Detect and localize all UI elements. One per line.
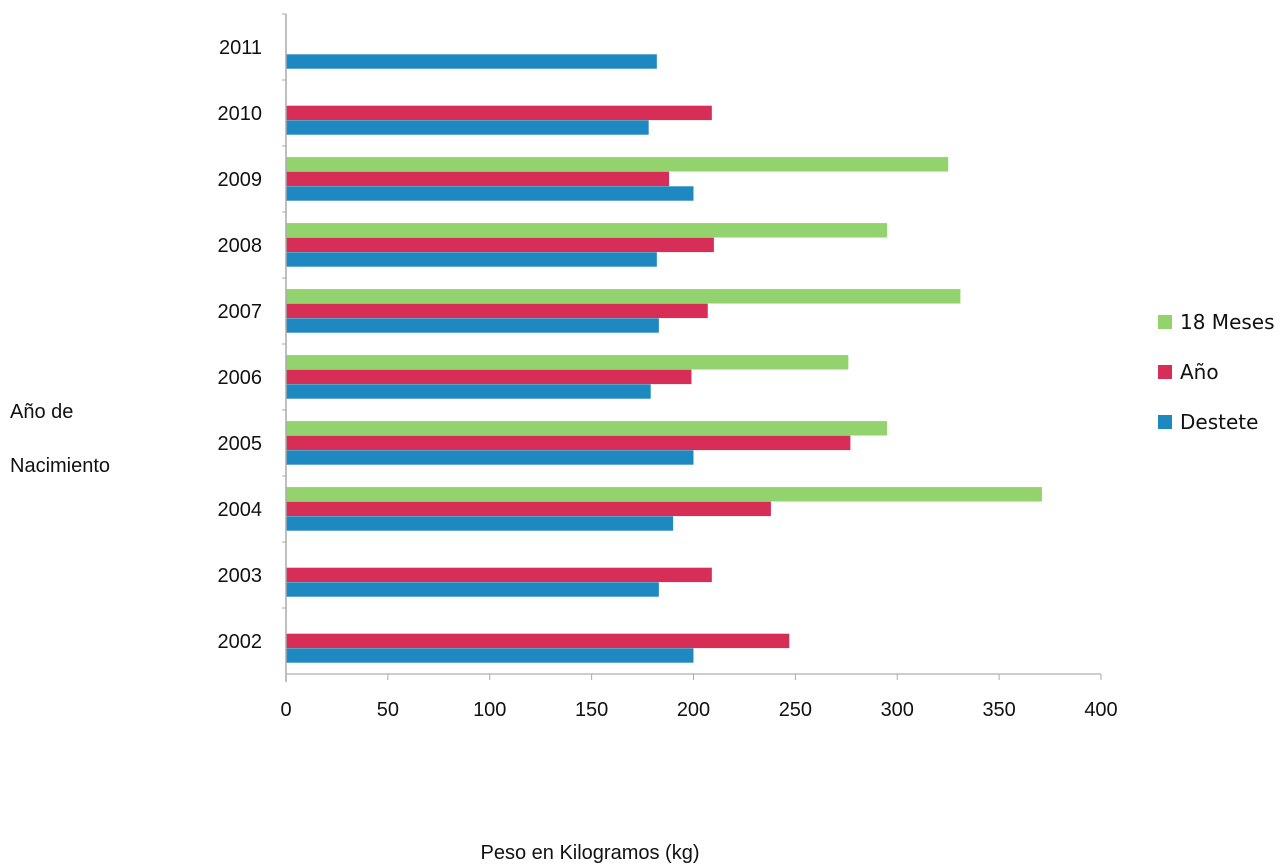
- x-tick-label-250: 250: [779, 699, 812, 721]
- x-tick-label-0: 0: [280, 699, 291, 721]
- legend-swatch-0: [1158, 315, 1172, 329]
- bar-destete-2009: [286, 186, 694, 201]
- x-tick-label-50: 50: [377, 699, 399, 721]
- y-tick-label-2010: 2010: [218, 103, 263, 125]
- bar-destete-2011: [286, 54, 657, 69]
- bar-ano-2003: [286, 567, 712, 583]
- legend-label-0: 18 Meses: [1180, 310, 1275, 334]
- bar-destete-2005: [286, 450, 694, 465]
- x-tick-label-300: 300: [881, 699, 914, 721]
- y-tick-label-2008: 2008: [218, 235, 263, 257]
- bar-18-meses-2008: [286, 223, 888, 238]
- x-axis-title: Peso en Kilogramos (kg): [481, 842, 700, 864]
- y-tick-label-2011: 2011: [219, 37, 262, 59]
- bar-destete-2002: [286, 648, 694, 663]
- y-tick-label-2009: 2009: [218, 169, 263, 191]
- bar-destete-2003: [286, 582, 659, 597]
- x-tick-label-150: 150: [575, 699, 608, 721]
- y-tick-label-2002: 2002: [218, 631, 263, 653]
- x-tick-labels: 0 50 100 150 200 250 300 350 400: [280, 699, 1117, 721]
- legend: 18 Meses Año Destete: [1158, 310, 1275, 434]
- x-tick-marks: [285, 674, 1102, 680]
- y-tick-label-2004: 2004: [218, 499, 263, 521]
- bar-ano-2009: [286, 171, 670, 187]
- x-tick-label-400: 400: [1084, 699, 1117, 721]
- y-tick-label-2007: 2007: [218, 301, 263, 323]
- bar-ano-2010: [286, 105, 712, 121]
- bars-group: [286, 54, 1042, 663]
- y-axis-title-line-2: Nacimiento: [10, 455, 110, 477]
- bar-18-meses-2007: [286, 289, 961, 304]
- bar-ano-2004: [286, 501, 771, 517]
- bar-ano-2002: [286, 633, 790, 649]
- legend-label-2: Destete: [1180, 410, 1258, 434]
- bar-destete-2008: [286, 252, 657, 267]
- y-tick-label-2006: 2006: [218, 367, 263, 389]
- x-tick-label-350: 350: [982, 699, 1015, 721]
- y-tick-marks: [282, 13, 286, 609]
- y-axis-title-line-1: Año de: [10, 401, 73, 423]
- bar-ano-2006: [286, 369, 692, 385]
- bar-destete-2004: [286, 516, 674, 531]
- bar-destete-2010: [286, 120, 649, 135]
- bar-18-meses-2005: [286, 421, 888, 436]
- y-tick-label-2005: 2005: [218, 433, 263, 455]
- bar-18-meses-2009: [286, 157, 949, 172]
- x-tick-label-100: 100: [473, 699, 506, 721]
- bar-18-meses-2004: [286, 487, 1042, 502]
- bar-destete-2006: [286, 384, 651, 399]
- bar-ano-2008: [286, 237, 714, 253]
- bar-ano-2007: [286, 303, 708, 319]
- y-tick-labels: 2002 2003 2004 2005 2006 2007 2008 2009 2010 2011: [218, 37, 263, 653]
- legend-swatch-1: [1158, 365, 1172, 379]
- legend-label-1: Año: [1180, 360, 1219, 384]
- bar-ano-2005: [286, 435, 851, 451]
- bar-destete-2007: [286, 318, 659, 333]
- y-tick-label-2003: 2003: [218, 565, 263, 587]
- bar-18-meses-2006: [286, 355, 849, 370]
- legend-swatch-2: [1158, 415, 1172, 429]
- x-tick-label-200: 200: [677, 699, 710, 721]
